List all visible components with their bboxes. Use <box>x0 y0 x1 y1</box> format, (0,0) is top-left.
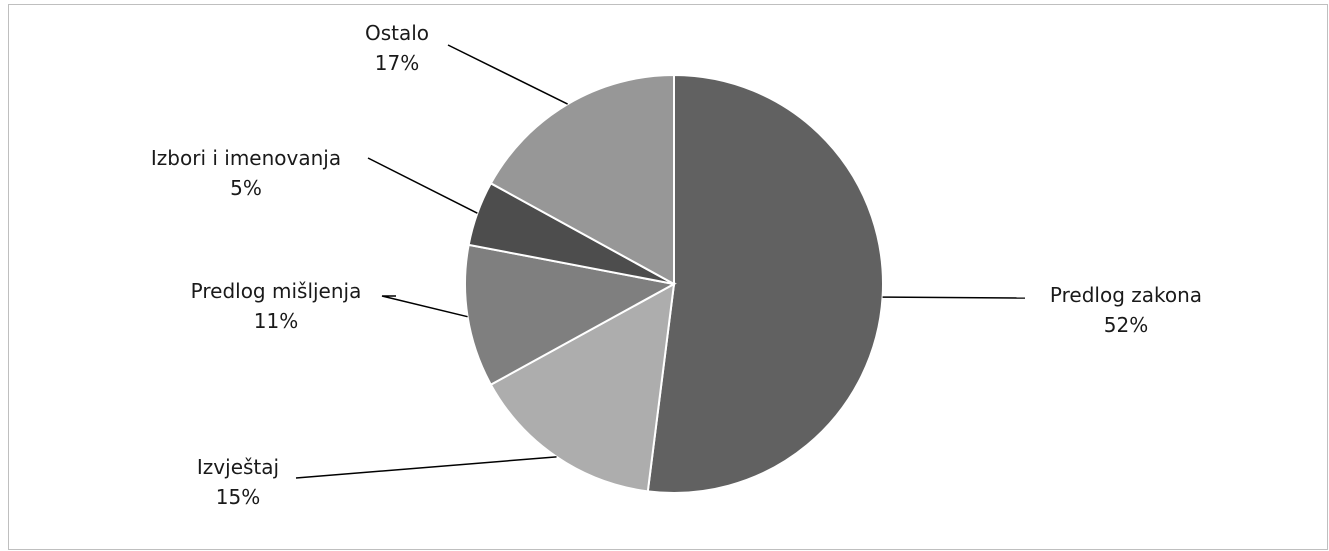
leader-line-predlog-zakona <box>882 296 1026 299</box>
leader-line-ostalo <box>447 44 568 105</box>
label-izbori-i-imenovanja: Izbori i imenovanja 5% <box>151 146 341 200</box>
pie-slices <box>464 73 884 494</box>
label-predlog-zakona-name: Predlog zakona <box>1050 283 1202 307</box>
leader-line-predlog-misljenja <box>381 295 468 318</box>
label-predlog-zakona: Predlog zakona 52% <box>1050 283 1202 337</box>
label-izvjestaj-value: 15% <box>216 485 260 509</box>
label-predlog-zakona-value: 52% <box>1104 313 1148 337</box>
label-ostalo: Ostalo 17% <box>365 21 429 75</box>
label-predlog-misljenja: Predlog mišljenja 11% <box>191 279 362 333</box>
pie-slice-izvjestaj <box>489 282 676 493</box>
pie-slice-predlog-zakona <box>646 73 884 494</box>
label-ostalo-value: 17% <box>375 51 419 75</box>
pie-slice-ostalo <box>489 73 675 286</box>
label-predlog-misljenja-value: 11% <box>254 309 298 333</box>
label-izbori-i-imenovanja-value: 5% <box>230 176 262 200</box>
label-ostalo-name: Ostalo <box>365 21 429 45</box>
leader-line-izvjestaj <box>295 456 557 479</box>
label-izbori-i-imenovanja-name: Izbori i imenovanja <box>151 146 341 170</box>
label-predlog-misljenja-name: Predlog mišljenja <box>191 279 362 303</box>
label-izvjestaj: Izvještaj 15% <box>197 455 279 509</box>
label-izvjestaj-name: Izvještaj <box>197 455 279 479</box>
leader-lines <box>295 44 1026 479</box>
leader-line-izbori-i-imenovanja <box>367 157 478 214</box>
